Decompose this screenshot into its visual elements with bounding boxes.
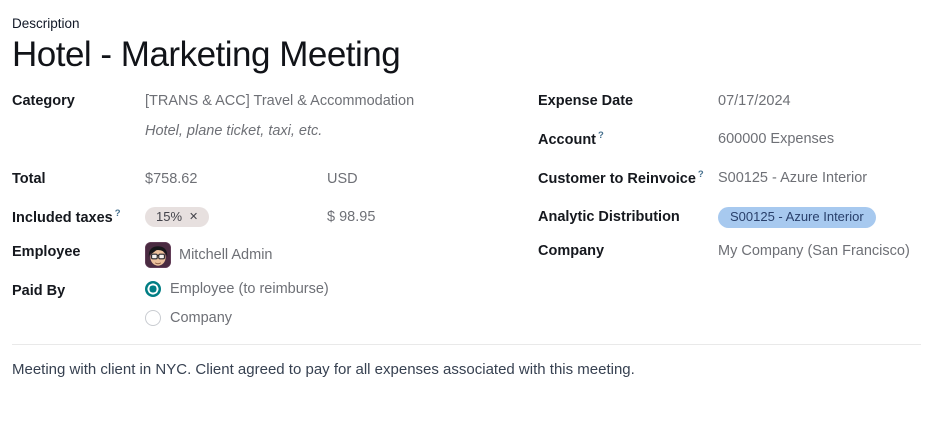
company-row: Company My Company (San Francisco) [538,241,921,262]
paid-by-option-company[interactable]: Company [145,310,478,327]
employee-label: Employee [12,244,81,261]
tax-tag[interactable]: 15% ✕ [145,207,210,228]
radio-unselected-icon[interactable] [145,310,161,327]
notes-section: Meeting with client in NYC. Client agree… [12,344,921,380]
paid-by-label: Paid By [12,283,66,300]
category-row: Category [TRANS & ACC] Travel & Accommod… [12,91,478,112]
employee-name: Mitchell Admin [179,246,273,263]
category-hint-row: Hotel, plane ticket, taxi, etc. [12,121,478,142]
employee-field[interactable]: Mitchell Admin [145,242,478,269]
help-icon[interactable]: ? [114,208,121,220]
account-row: Account? 600000 Expenses [538,129,921,151]
expense-date-field[interactable]: 07/17/2024 [718,93,791,110]
company-label: Company [538,243,605,260]
total-label: Total [12,171,46,188]
expense-form: Description Hotel - Marketing Meeting Ca… [12,16,921,380]
total-row: Total $758.62 USD [12,169,478,190]
analytic-distribution-row: Analytic Distribution S00125 - Azure Int… [538,206,921,229]
total-field[interactable]: $758.62 [145,171,198,188]
help-icon[interactable]: ? [598,130,604,142]
customer-to-reinvoice-row: Customer to Reinvoice? S00125 - Azure In… [538,168,921,190]
help-icon[interactable]: ? [697,169,704,181]
analytic-distribution-label: Analytic Distribution [538,208,680,225]
tax-tag-remove-icon[interactable]: ✕ [189,211,199,224]
right-column: Expense Date 07/17/2024 Account? 600000 … [538,91,921,262]
notes-text[interactable]: Meeting with client in NYC. Client agree… [12,361,635,379]
customer-to-reinvoice-field[interactable]: S00125 - Azure Interior [718,170,868,187]
category-hint: Hotel, plane ticket, taxi, etc. [145,123,323,140]
expense-title[interactable]: Hotel - Marketing Meeting [12,35,401,74]
account-label: Account? [538,130,604,149]
company-field[interactable]: My Company (San Francisco) [718,243,910,260]
paid-by-option-employee[interactable]: Employee (to reimburse) [145,281,478,298]
category-label: Category [12,93,75,110]
description-label: Description [12,16,80,31]
included-taxes-row: Included taxes? 15% ✕ $ 98.95 [12,207,478,229]
tax-tag-label: 15% [156,209,183,225]
category-field[interactable]: [TRANS & ACC] Travel & Accommodation [145,93,415,110]
customer-to-reinvoice-label: Customer to Reinvoice? [538,169,704,187]
paid-by-row: Paid By Employee (to reimburse) Company [12,281,478,327]
expense-date-label: Expense Date [538,93,634,110]
included-taxes-label: Included taxes? [12,208,121,227]
employee-row: Employee Mitchell Admin [12,242,478,269]
currency-field[interactable]: USD [327,171,358,188]
expense-date-row: Expense Date 07/17/2024 [538,91,921,112]
analytic-distribution-tag[interactable]: S00125 - Azure Interior [718,206,876,228]
left-column: Category [TRANS & ACC] Travel & Accommod… [12,91,478,327]
paid-by-options: Employee (to reimburse) Company [145,281,478,327]
radio-selected-icon[interactable] [145,281,161,298]
account-field[interactable]: 600000 Expenses [718,131,835,148]
tax-amount: $ 98.95 [327,209,376,226]
employee-avatar [145,242,171,269]
